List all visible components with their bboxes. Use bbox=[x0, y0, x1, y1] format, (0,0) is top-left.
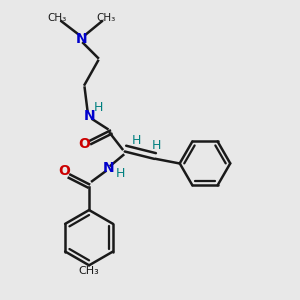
Text: N: N bbox=[83, 109, 95, 123]
Text: H: H bbox=[116, 167, 126, 180]
Text: H: H bbox=[131, 134, 141, 147]
Text: H: H bbox=[151, 139, 160, 152]
Text: CH₃: CH₃ bbox=[79, 266, 99, 276]
Text: CH₃: CH₃ bbox=[96, 13, 116, 23]
Text: CH₃: CH₃ bbox=[48, 13, 67, 23]
Text: O: O bbox=[58, 164, 70, 178]
Text: N: N bbox=[76, 32, 88, 46]
Text: H: H bbox=[94, 101, 103, 114]
Text: N: N bbox=[103, 161, 114, 175]
Text: O: O bbox=[78, 137, 90, 151]
